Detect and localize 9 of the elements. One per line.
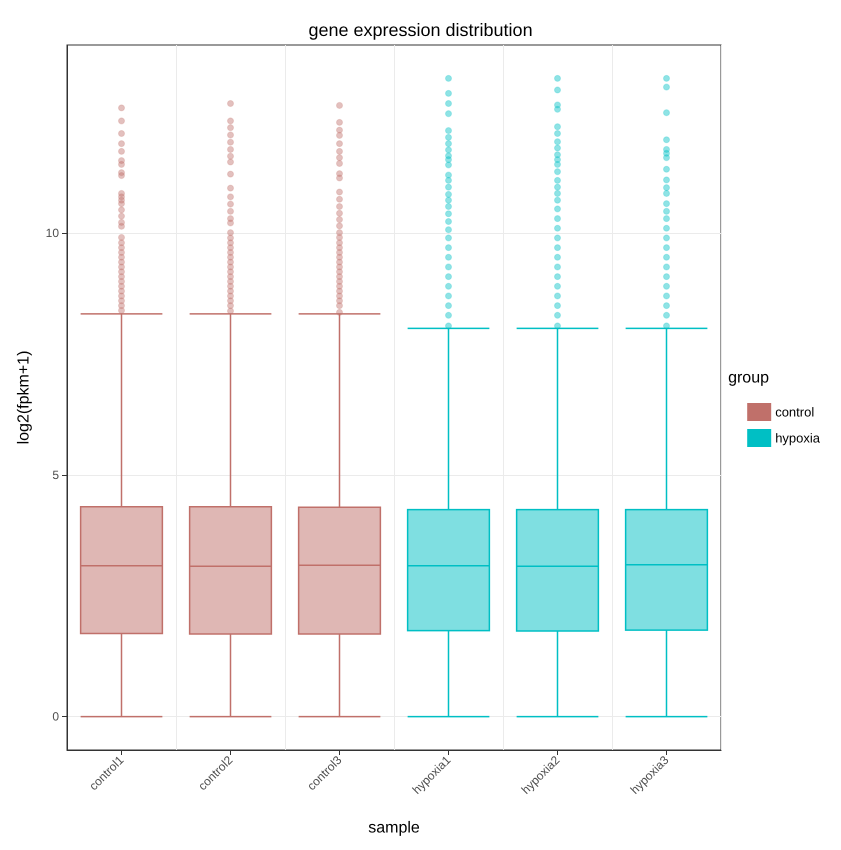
y-tick-label: 0 <box>52 710 60 724</box>
y-tick-label: 5 <box>52 468 60 482</box>
chart-title: gene expression distribution <box>308 20 533 40</box>
y-tick-label: 10 <box>46 226 60 240</box>
x-axis-title: sample <box>368 820 420 836</box>
y-axis-title: log2(fpkm+1) <box>16 350 32 444</box>
legend-label: hypoxia <box>775 430 821 446</box>
legend-label: control <box>775 404 814 420</box>
legend-title: group <box>728 370 770 386</box>
